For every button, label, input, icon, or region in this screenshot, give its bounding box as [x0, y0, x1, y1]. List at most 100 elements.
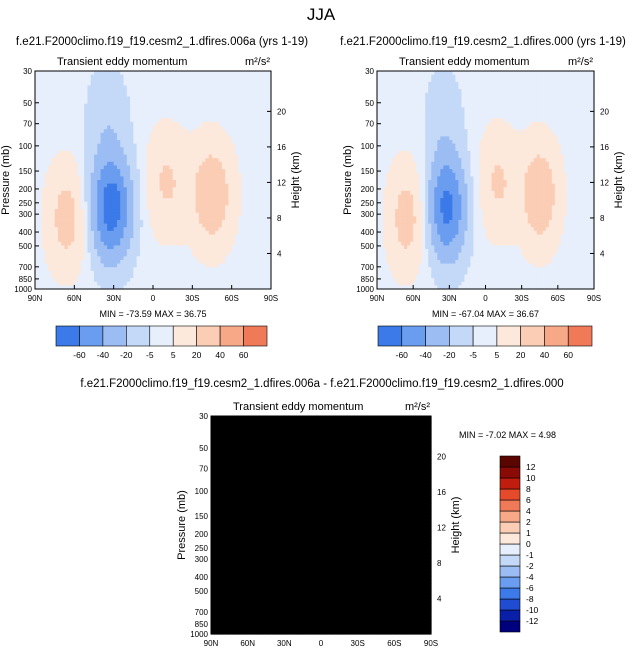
- left-colorbar-cell: [79, 325, 104, 347]
- left-xtick-label: 60S: [225, 294, 239, 303]
- difference-colorbar-cell: [499, 510, 521, 523]
- right-ytick-label: 250: [361, 199, 375, 208]
- left-colorbar: -60 -40 -20 -5 5 20 40 60: [55, 325, 268, 360]
- right-colorbar-label: -5: [469, 350, 477, 360]
- difference-colorbar-cell: [499, 543, 521, 556]
- difference-colorbar-label: -1: [526, 550, 534, 560]
- difference-colorbar-label: 10: [526, 473, 536, 483]
- difference-ytick-label: 50: [199, 444, 208, 453]
- difference-minmax: MIN = -7.02 MAX = 4.98: [459, 430, 556, 440]
- right-ytick-label: 50: [365, 99, 374, 108]
- right-colorbar-cell: [544, 325, 569, 347]
- left-ytick-label: 500: [19, 242, 33, 251]
- difference-colorbar-cell: [499, 598, 521, 611]
- left-xtick-label: 90S: [264, 294, 278, 303]
- left-contour-field: [35, 71, 272, 290]
- difference-colorbar-label: -4: [526, 572, 534, 582]
- right-ytick-label: 300: [361, 210, 375, 219]
- difference-xtick-label: 0: [319, 639, 324, 648]
- difference-ytick-label: 1000: [190, 630, 208, 639]
- difference-colorbar-label: 2: [526, 517, 531, 527]
- left-height-label: 8: [277, 214, 282, 223]
- difference-colorbar-label: 8: [526, 484, 531, 494]
- left-colorbar-label: 20: [192, 350, 202, 360]
- difference-colorbar-cell: [499, 587, 521, 600]
- difference-height-label: 4: [437, 594, 442, 603]
- right-ylabel: Pressure (mb): [342, 145, 354, 215]
- left-ytick-label: 30: [23, 67, 32, 76]
- right-plot-title: Transient eddy momentum: [399, 56, 529, 68]
- right-ylabel-right: Height (km): [613, 152, 625, 209]
- left-xtick-label: 60N: [67, 294, 82, 303]
- left-colorbar-label: -20: [120, 350, 133, 360]
- right-units: m²/s²: [568, 56, 593, 68]
- left-xtick-label: 90N: [28, 294, 43, 303]
- difference-colorbar-label: -10: [526, 605, 539, 615]
- left-ytick-label: 50: [23, 99, 32, 108]
- left-ytick-label: 200: [19, 185, 33, 194]
- left-height-label: 4: [277, 249, 282, 258]
- left-colorbar-label: -40: [97, 350, 110, 360]
- left-ylabel: Pressure (mb): [0, 145, 12, 215]
- right-colorbar-cell: [449, 325, 474, 347]
- left-colorbar-cell: [55, 325, 80, 347]
- difference-colorbar-label: -8: [526, 594, 534, 604]
- difference-colorbar-cell: [499, 576, 521, 589]
- difference-colorbar-cell: [499, 554, 521, 567]
- left-panel: 3050701001502002503004005007008501000481…: [0, 56, 302, 319]
- right-colorbar-label: 5: [495, 350, 500, 360]
- right-ytick-label: 1000: [356, 285, 374, 294]
- difference-colorbar-cell: [499, 620, 521, 633]
- right-colorbar: -60 -40 -20 -5 5 20 40 60: [377, 325, 593, 360]
- left-ytick-label: 300: [19, 210, 33, 219]
- difference-plot-title: Transient eddy momentum: [233, 401, 363, 413]
- right-colorbar-label: 20: [516, 350, 526, 360]
- right-ytick-label: 100: [361, 142, 375, 151]
- right-ytick-label: 70: [365, 120, 374, 129]
- right-ytick-label: 400: [361, 228, 375, 237]
- right-colorbar-cell: [377, 325, 403, 347]
- difference-colorbar-cell: [499, 609, 521, 622]
- difference-height-label: 12: [437, 523, 446, 532]
- difference-colorbar-label: -6: [526, 583, 534, 593]
- right-colorbar-cell: [567, 325, 593, 347]
- difference-ytick-label: 700: [195, 608, 209, 617]
- right-xtick-label: 30N: [442, 294, 457, 303]
- left-ytick-label: 250: [19, 199, 33, 208]
- difference-colorbar-cell: [499, 499, 521, 512]
- right-colorbar-label: 40: [540, 350, 550, 360]
- right-colorbar-label: -20: [443, 350, 456, 360]
- difference-colorbar-cell: [499, 488, 521, 501]
- right-ytick-label: 30: [365, 67, 374, 76]
- difference-xtick-label: 30N: [277, 639, 292, 648]
- left-colorbar-cell: [172, 325, 197, 347]
- diff-panel-heading: f.e21.F2000climo.f19_f19.cesm2_1.dfires.…: [80, 378, 563, 390]
- difference-colorbar-cell: [499, 565, 521, 578]
- left-ytick-label: 1000: [14, 285, 32, 294]
- left-xtick-label: 30N: [106, 294, 121, 303]
- difference-colorbar-label: 4: [526, 506, 531, 516]
- right-height-label: 12: [600, 178, 609, 187]
- difference-ylabel: Pressure (mb): [176, 490, 188, 560]
- left-colorbar-cell: [196, 325, 221, 347]
- left-xtick-label: 0: [151, 294, 156, 303]
- right-height-label: 20: [600, 107, 609, 116]
- difference-ylabel-right: Height (km): [450, 497, 462, 554]
- left-colorbar-label: 5: [171, 350, 176, 360]
- difference-ytick-label: 150: [195, 512, 209, 521]
- left-ytick-label: 150: [19, 167, 33, 176]
- left-colorbar-cell: [126, 325, 151, 347]
- difference-colorbar-cell: [499, 455, 521, 468]
- right-xtick-label: 60S: [551, 294, 565, 303]
- right-contour-field: [377, 71, 595, 290]
- left-colorbar-label: 40: [215, 350, 225, 360]
- figure-title: JJA: [307, 5, 336, 24]
- right-ytick-label: 850: [361, 275, 375, 284]
- difference-xtick-label: 60N: [240, 639, 255, 648]
- left-colorbar-label: 60: [239, 350, 249, 360]
- right-xtick-label: 30S: [515, 294, 529, 303]
- difference-colorbar-label: 12: [526, 462, 536, 472]
- right-xtick-label: 90S: [587, 294, 601, 303]
- right-xtick-label: 90N: [370, 294, 385, 303]
